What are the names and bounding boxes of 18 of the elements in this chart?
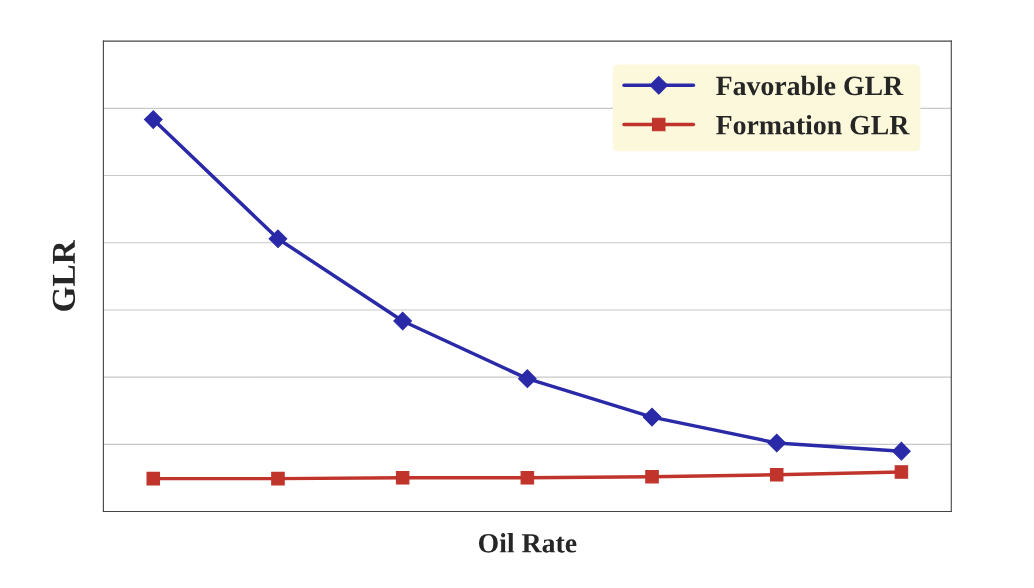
- point: [767, 433, 787, 453]
- point: [517, 369, 537, 389]
- point: [520, 471, 535, 485]
- point: [271, 471, 285, 486]
- point: [393, 311, 413, 331]
- point: [146, 471, 161, 486]
- point: [892, 441, 911, 461]
- point: [769, 467, 784, 482]
- point: [143, 110, 163, 129]
- legend-label: Favorable GLR: [716, 75, 904, 96]
- y-axis-title: GLR: [52, 239, 76, 311]
- point: [395, 471, 410, 485]
- legend-label: Formation GLR: [716, 114, 910, 135]
- point: [642, 407, 662, 427]
- x-axis-title: Oil Rate: [478, 533, 577, 553]
- point: [268, 229, 288, 249]
- point: [894, 465, 909, 479]
- point: [645, 469, 659, 484]
